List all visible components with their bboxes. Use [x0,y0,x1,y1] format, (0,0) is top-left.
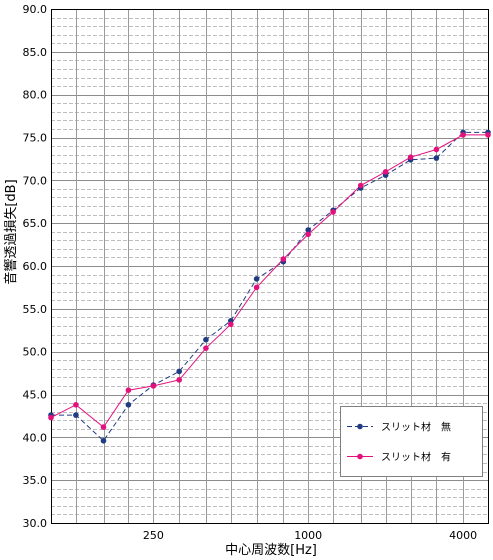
y-tick-label: 80.0 [23,89,48,102]
y-tick-label: 75.0 [23,132,48,145]
series-line-1 [51,131,488,442]
data-point-series-2 [48,414,54,421]
data-point-series-2 [228,321,234,328]
x-tick-label: 250 [143,529,164,542]
data-point-series-2 [73,402,79,408]
data-point-series-2 [125,387,132,394]
y-tick-label: 55.0 [23,303,48,316]
legend-marker-series-1 [357,423,363,430]
y-tick-label: 70.0 [23,174,48,187]
data-point-series-1 [125,402,132,408]
data-point-series-2 [330,209,336,215]
legend-label-series-1: スリット材 無 [381,421,451,434]
legend-label-series-2: スリット材 有 [381,451,451,464]
data-point-series-1 [203,336,209,343]
data-point-series-2 [433,146,440,153]
x-tick-label: 1000 [294,529,322,542]
data-point-series-1 [433,155,440,161]
series-line-2 [50,134,488,428]
plot-frame [51,9,489,524]
grid [51,9,488,523]
legend-marker-series-2 [357,453,363,460]
y-axis-ticks: 30.0 35.0 40.0 45.0 50.0 55.0 60.0 65.0 70.0 75.0… [23,3,48,530]
y-tick-label: 40.0 [23,431,48,444]
legend-box [340,406,483,477]
y-tick-label: 50.0 [23,346,48,359]
data-point-series-2 [176,377,182,383]
data-point-series-2 [100,424,107,430]
data-point-series-2 [150,383,157,389]
data-point-series-2 [485,132,491,138]
y-tick-label: 35.0 [23,474,48,487]
data-point-series-2 [382,169,389,175]
y-tick-label: 30.0 [23,517,48,530]
data-point-series-2 [280,256,287,262]
data-point-series-2 [460,132,466,138]
data-point-series-2 [357,182,364,189]
y-tick-label: 60.0 [23,260,48,273]
x-axis-title: 中心周波数[Hz] [225,543,317,558]
legend: スリット材 無 スリット材 有 [340,406,483,477]
data-point-series-2 [253,284,260,291]
data-point-series-1 [176,368,182,375]
y-tick-label: 45.0 [23,389,48,402]
data-point-series-2 [203,345,209,352]
y-tick-label: 65.0 [23,217,48,230]
data-point-series-2 [407,154,414,160]
data-point-series-2 [305,231,312,238]
x-tick-label: 4000 [449,529,477,542]
data-point-series-1 [73,412,79,418]
data-point-series-1 [305,227,312,233]
series-layer [48,129,491,444]
y-tick-label: 90.0 [23,3,48,16]
data-point-series-1 [100,438,107,444]
y-axis-title: 音響透過損失[dB] [3,179,19,284]
data-point-series-1 [253,276,260,282]
x-axis-ticks: 250 1000 4000 [143,529,477,542]
y-tick-label: 85.0 [23,46,48,59]
